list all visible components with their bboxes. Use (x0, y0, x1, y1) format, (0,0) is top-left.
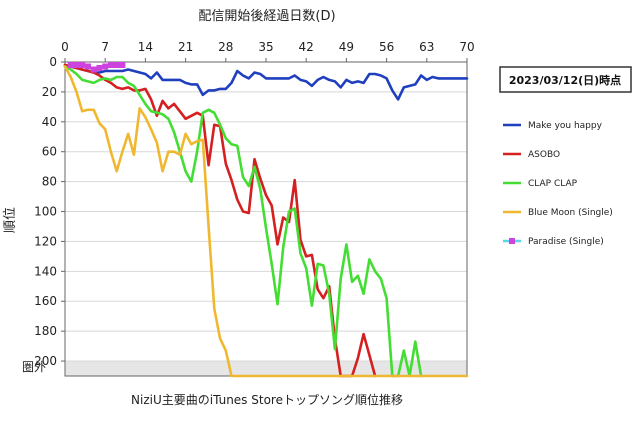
series-marker (113, 61, 120, 68)
x-tick-label: 21 (178, 40, 193, 54)
legend-marker (509, 238, 515, 244)
x-tick-labels: 0 7 14 21 28 35 42 49 56 63 70 (61, 40, 475, 62)
series-marker (119, 61, 126, 68)
y-tick-label: 40 (42, 115, 57, 129)
y-tick-label: 200 (34, 354, 57, 368)
y-tick-labels: 0 20 40 60 80 100 120 140 160 180 200 (34, 55, 65, 368)
series-3 (63, 65, 469, 378)
series-marker (73, 61, 80, 68)
legend-label: Paradise (Single) (528, 237, 604, 247)
y-tick-label: 80 (42, 175, 57, 189)
legend-item: Paradise (Single) (503, 237, 604, 247)
y-tick-label: 120 (34, 234, 57, 248)
legend-item: Make you happy (503, 121, 603, 131)
series-layer (63, 61, 469, 378)
x-tick-label: 49 (339, 40, 354, 54)
out-of-chart-label: 圏外 (22, 360, 46, 374)
x-tick-label: 28 (218, 40, 233, 54)
x-tick-label: 63 (419, 40, 434, 54)
date-box: 2023/03/12(日)時点 (499, 66, 632, 93)
x-tick-label: 7 (101, 40, 109, 54)
series-4 (67, 61, 126, 73)
series-2 (63, 65, 423, 378)
series-line (63, 63, 469, 101)
legend-label: ASOBO (528, 150, 560, 160)
y-tick-label: 20 (42, 85, 57, 99)
x-tick-label: 42 (299, 40, 314, 54)
plot-area: 0 7 14 21 28 35 42 49 56 63 70 0 20 40 60 80 100 120 140 1… (22, 40, 475, 378)
y-tick-label: 100 (34, 205, 57, 219)
y-tick-label: 180 (34, 324, 57, 338)
series-marker (96, 64, 103, 71)
x-axis-title: 配信開始後経過日数(D) (198, 9, 335, 24)
x-tick-label: 0 (61, 40, 69, 54)
series-marker (84, 63, 91, 70)
y-tick-label: 60 (42, 145, 57, 159)
legend-item: Blue Moon (Single) (503, 208, 613, 218)
date-box-frame (499, 66, 632, 93)
date-label: 2023/03/12(日)時点 (509, 73, 621, 87)
series-marker (90, 66, 97, 73)
legend-item: ASOBO (503, 150, 560, 160)
legend-label: CLAP CLAP (528, 179, 578, 189)
chart-title: NiziU主要曲のiTunes Storeトップソング順位推移 (131, 392, 403, 407)
y-tick-label: 140 (34, 264, 57, 278)
x-tick-label: 14 (138, 40, 153, 54)
out-of-chart-band (65, 361, 467, 376)
legend-item: CLAP CLAP (503, 179, 578, 189)
y-axis-title: 順位 (3, 207, 18, 233)
series-marker (79, 61, 86, 68)
legend-label: Make you happy (528, 121, 603, 131)
series-0 (63, 63, 469, 101)
legend: Make you happy ASOBO CLAP CLAP Blue Moon (S… (503, 121, 613, 247)
legend-label: Blue Moon (Single) (528, 208, 613, 218)
series-line (63, 65, 423, 378)
series-marker (107, 61, 114, 68)
series-line (63, 65, 469, 378)
x-tick-label: 56 (379, 40, 394, 54)
series-marker (102, 63, 109, 70)
y-tick-label: 0 (49, 55, 57, 69)
x-tick-label: 70 (459, 40, 474, 54)
x-tick-label: 35 (258, 40, 273, 54)
series-marker (67, 61, 74, 68)
y-tick-label: 160 (34, 294, 57, 308)
